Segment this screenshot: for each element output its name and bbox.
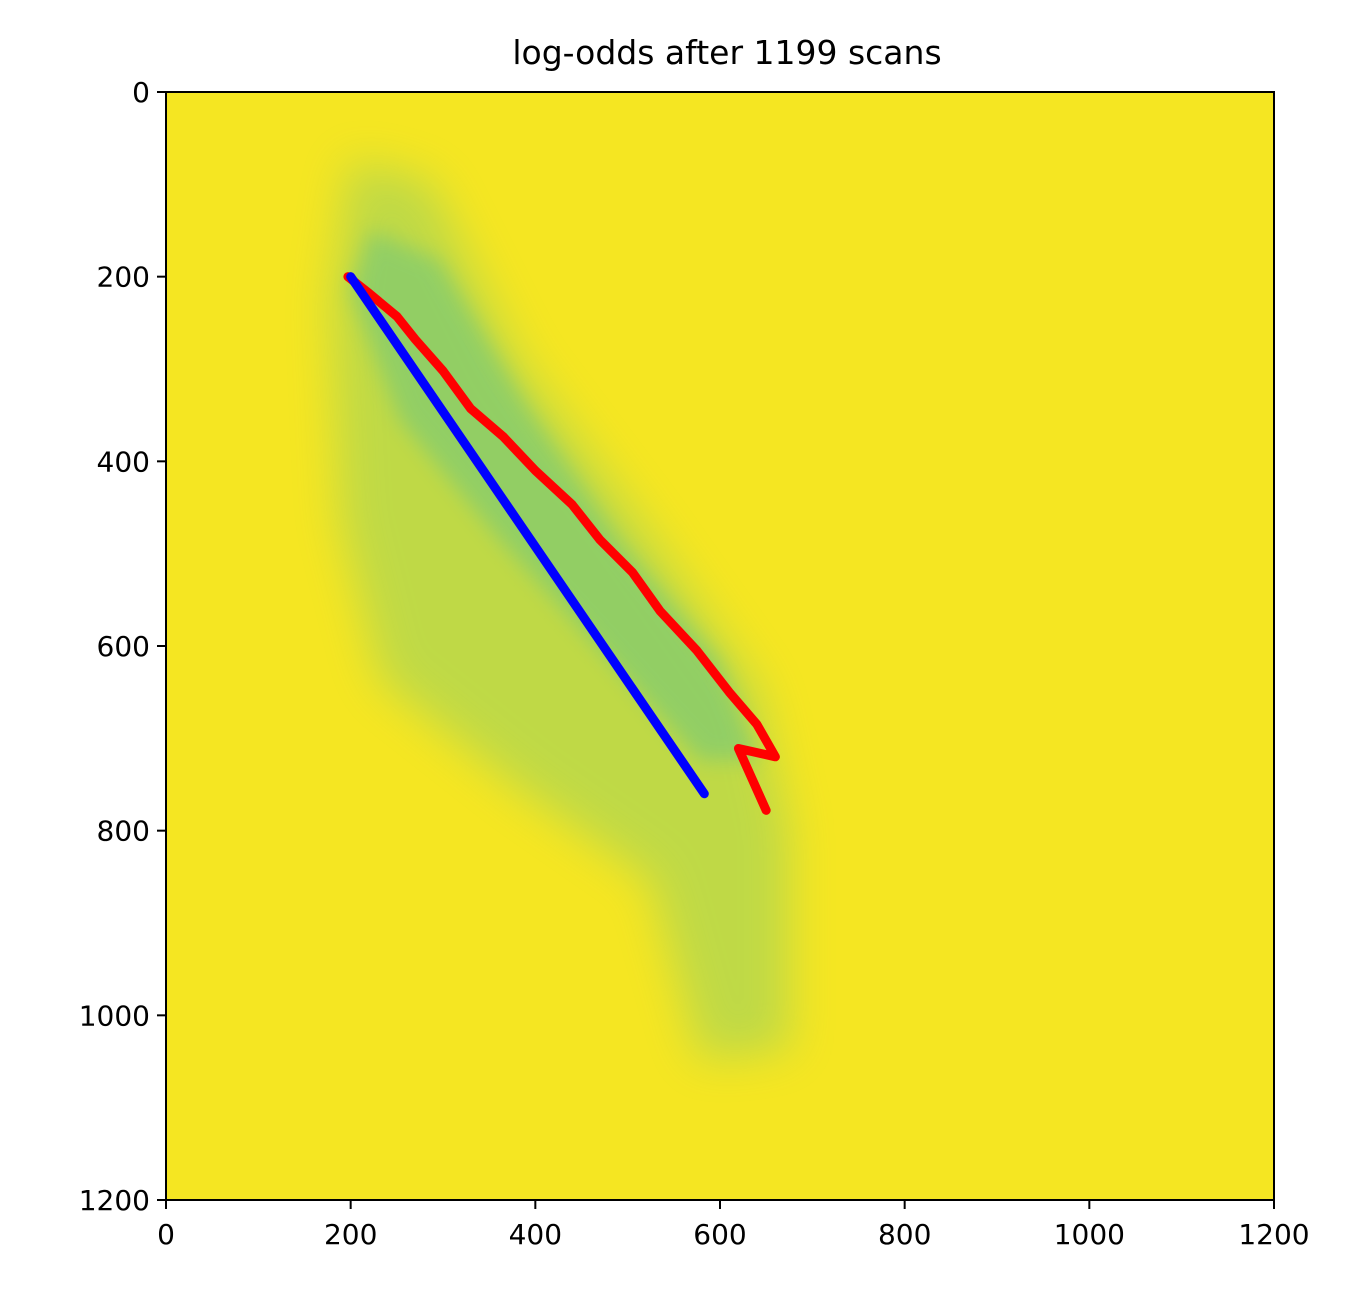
y-tick-label: 0 <box>132 76 150 109</box>
y-tick-label: 1200 <box>79 1184 150 1217</box>
x-tick-label: 200 <box>324 1218 377 1251</box>
x-axis: 0 200 400 600 800 1000 1200 <box>157 1200 1310 1251</box>
series-path-2 <box>346 272 709 799</box>
x-tick-label: 800 <box>878 1218 931 1251</box>
series-path-1 <box>343 272 780 815</box>
x-tick-label: 0 <box>157 1218 175 1251</box>
y-tick-label: 400 <box>97 445 150 478</box>
x-tick-label: 400 <box>509 1218 562 1251</box>
series-layer <box>343 272 780 815</box>
free-space-core <box>350 230 760 760</box>
y-axis: 0 200 400 600 800 1000 1200 <box>79 76 166 1217</box>
x-tick-label: 1200 <box>1238 1218 1309 1251</box>
y-tick-label: 1000 <box>79 999 150 1032</box>
chart-title: log-odds after 1199 scans <box>512 33 941 72</box>
y-tick-label: 200 <box>97 261 150 294</box>
x-tick-label: 1000 <box>1054 1218 1125 1251</box>
y-tick-label: 600 <box>97 630 150 663</box>
y-tick-label: 800 <box>97 815 150 848</box>
x-tick-label: 600 <box>693 1218 746 1251</box>
free-space-region <box>330 160 790 1060</box>
